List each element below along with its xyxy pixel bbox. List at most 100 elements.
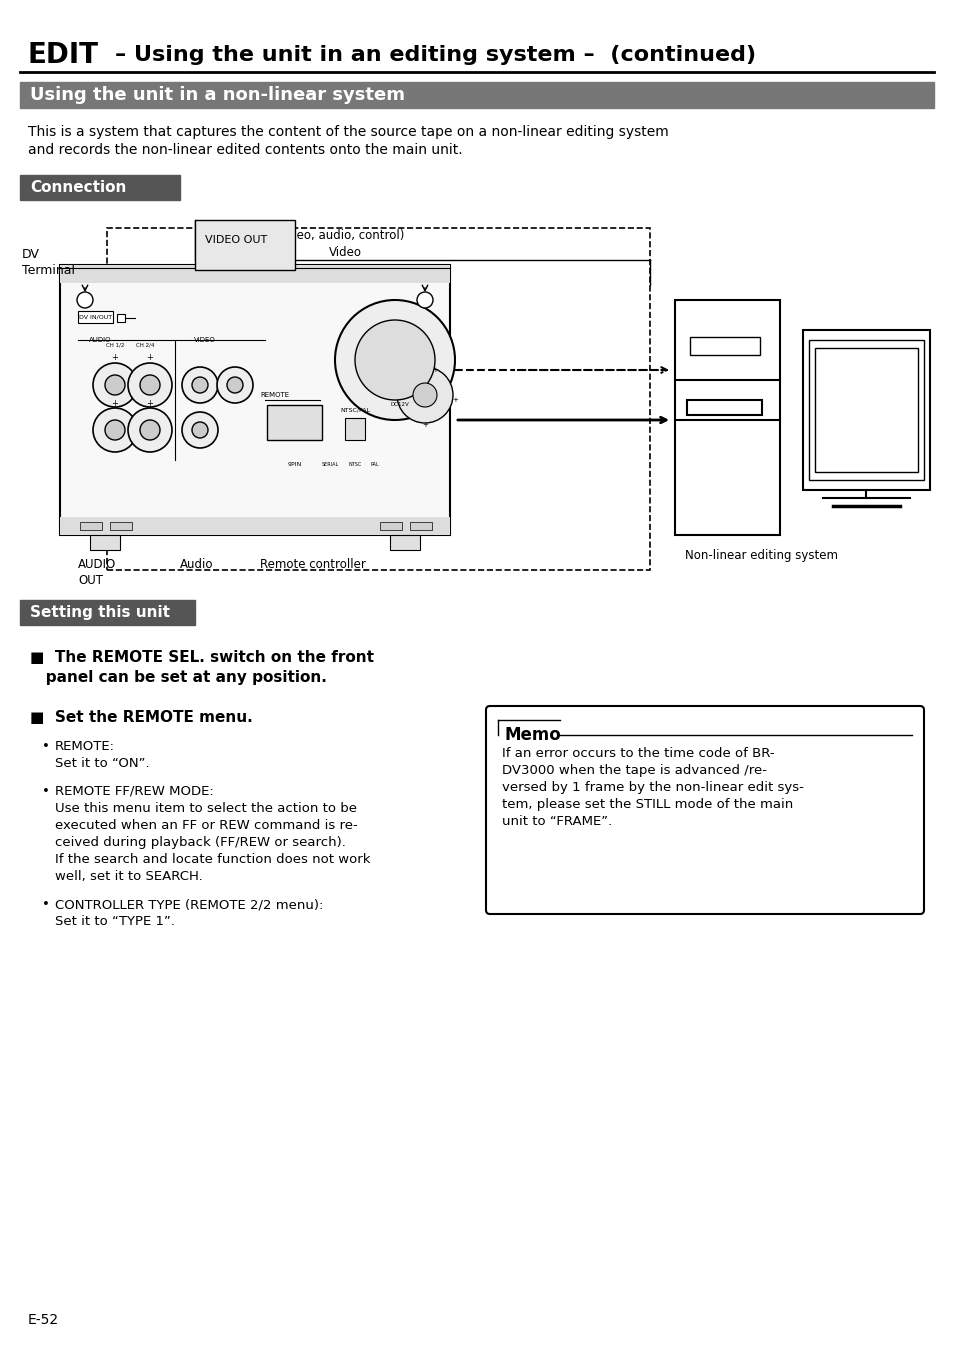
Text: PAL: PAL xyxy=(370,462,379,468)
Text: VIDEO OUT: VIDEO OUT xyxy=(205,235,267,245)
Text: Using the unit in a non-linear system: Using the unit in a non-linear system xyxy=(30,87,405,104)
Circle shape xyxy=(77,292,92,308)
Bar xyxy=(60,265,450,535)
Text: REMOTE FF/REW MODE:: REMOTE FF/REW MODE: xyxy=(55,786,213,798)
Circle shape xyxy=(128,362,172,407)
Text: AUDIO: AUDIO xyxy=(89,337,112,343)
Text: DV3000 when the tape is advanced /re-: DV3000 when the tape is advanced /re- xyxy=(501,764,766,777)
Text: •: • xyxy=(42,786,50,798)
Text: unit to “FRAME”.: unit to “FRAME”. xyxy=(501,815,612,827)
Text: AUDIO: AUDIO xyxy=(78,558,116,572)
Bar xyxy=(379,522,401,530)
Circle shape xyxy=(92,362,137,407)
Text: +: + xyxy=(112,399,118,407)
Circle shape xyxy=(227,377,243,393)
Text: Video: Video xyxy=(328,246,361,258)
Text: Audio: Audio xyxy=(180,558,213,572)
Text: NTSC: NTSC xyxy=(348,462,361,468)
Text: REMOTE: REMOTE xyxy=(260,392,290,397)
Text: •: • xyxy=(42,898,50,911)
Text: DC12V: DC12V xyxy=(390,403,409,407)
Text: tem, please set the STILL mode of the main: tem, please set the STILL mode of the ma… xyxy=(501,798,792,811)
Text: ♦♦♦: ♦♦♦ xyxy=(387,388,413,397)
Circle shape xyxy=(192,377,208,393)
Circle shape xyxy=(416,292,433,308)
Text: Memo: Memo xyxy=(504,726,561,744)
Text: If the search and locate function does not work: If the search and locate function does n… xyxy=(55,853,370,867)
Text: ■  The REMOTE SEL. switch on the front: ■ The REMOTE SEL. switch on the front xyxy=(30,650,374,665)
Bar xyxy=(78,311,112,323)
Text: +: + xyxy=(112,353,118,362)
Text: Use this menu item to select the action to be: Use this menu item to select the action … xyxy=(55,802,356,815)
Bar xyxy=(60,265,450,283)
Bar xyxy=(20,600,194,625)
Text: If an error occurs to the time code of BR-: If an error occurs to the time code of B… xyxy=(501,748,774,760)
Text: REMOTE:: REMOTE: xyxy=(55,740,115,753)
Bar xyxy=(390,535,419,550)
Circle shape xyxy=(355,320,435,400)
Bar xyxy=(20,82,933,108)
Text: IEEE1394 (video, audio, control): IEEE1394 (video, audio, control) xyxy=(215,228,404,242)
Text: well, set it to SEARCH.: well, set it to SEARCH. xyxy=(55,869,203,883)
Text: •: • xyxy=(42,740,50,753)
Text: NTSC/PAL: NTSC/PAL xyxy=(339,407,370,412)
Circle shape xyxy=(140,420,160,439)
Bar xyxy=(686,400,761,415)
Text: and records the non-linear edited contents onto the main unit.: and records the non-linear edited conten… xyxy=(28,143,462,157)
Text: ■  Set the REMOTE menu.: ■ Set the REMOTE menu. xyxy=(30,710,253,725)
Text: CONTROLLER TYPE (REMOTE 2/2 menu):: CONTROLLER TYPE (REMOTE 2/2 menu): xyxy=(55,898,323,911)
Bar xyxy=(802,330,929,489)
Circle shape xyxy=(92,408,137,452)
Bar xyxy=(60,516,450,535)
Text: +: + xyxy=(421,422,428,429)
Circle shape xyxy=(105,375,125,395)
Bar xyxy=(808,339,923,480)
Bar xyxy=(675,300,780,535)
Circle shape xyxy=(335,300,455,420)
Text: CH 1/2: CH 1/2 xyxy=(106,342,124,347)
Text: EDIT: EDIT xyxy=(28,41,99,69)
Bar xyxy=(345,418,365,439)
Text: Remote controller: Remote controller xyxy=(260,558,366,572)
Circle shape xyxy=(182,412,218,448)
Circle shape xyxy=(413,383,436,407)
Text: Set it to “TYPE 1”.: Set it to “TYPE 1”. xyxy=(55,915,174,927)
Circle shape xyxy=(128,408,172,452)
Circle shape xyxy=(140,375,160,395)
Text: +: + xyxy=(147,353,153,362)
Text: executed when an FF or REW command is re-: executed when an FF or REW command is re… xyxy=(55,819,357,831)
Circle shape xyxy=(216,366,253,403)
Bar xyxy=(267,406,322,439)
Text: +: + xyxy=(147,399,153,407)
Bar xyxy=(20,174,180,200)
FancyBboxPatch shape xyxy=(485,706,923,914)
Text: E-52: E-52 xyxy=(28,1313,59,1328)
Text: – Using the unit in an editing system –  (continued): – Using the unit in an editing system – … xyxy=(115,45,756,65)
Circle shape xyxy=(182,366,218,403)
Text: Set it to “ON”.: Set it to “ON”. xyxy=(55,757,150,771)
Circle shape xyxy=(105,420,125,439)
Bar xyxy=(814,347,917,472)
Text: DV: DV xyxy=(22,249,40,261)
Text: ceived during playback (FF/REW or search).: ceived during playback (FF/REW or search… xyxy=(55,836,346,849)
Bar xyxy=(194,220,294,270)
Text: SERIAL: SERIAL xyxy=(321,462,338,468)
Text: Terminal: Terminal xyxy=(22,264,75,277)
Text: Setting this unit: Setting this unit xyxy=(30,604,170,621)
Text: CH 2/4: CH 2/4 xyxy=(135,342,154,347)
Bar xyxy=(90,535,120,550)
Text: versed by 1 frame by the non-linear edit sys-: versed by 1 frame by the non-linear edit… xyxy=(501,781,803,794)
Bar xyxy=(410,522,432,530)
Bar xyxy=(107,228,649,571)
Text: OUT: OUT xyxy=(78,573,103,587)
Circle shape xyxy=(396,366,453,423)
Bar xyxy=(117,314,125,322)
Text: panel can be set at any position.: panel can be set at any position. xyxy=(30,671,327,685)
Text: Connection: Connection xyxy=(30,180,126,195)
Text: VIDEO: VIDEO xyxy=(193,337,215,343)
Text: +: + xyxy=(452,397,457,403)
Text: Non-linear editing system: Non-linear editing system xyxy=(684,549,837,562)
Bar xyxy=(110,522,132,530)
Text: This is a system that captures the content of the source tape on a non-linear ed: This is a system that captures the conte… xyxy=(28,124,668,139)
Text: DV IN/OUT: DV IN/OUT xyxy=(79,315,112,319)
